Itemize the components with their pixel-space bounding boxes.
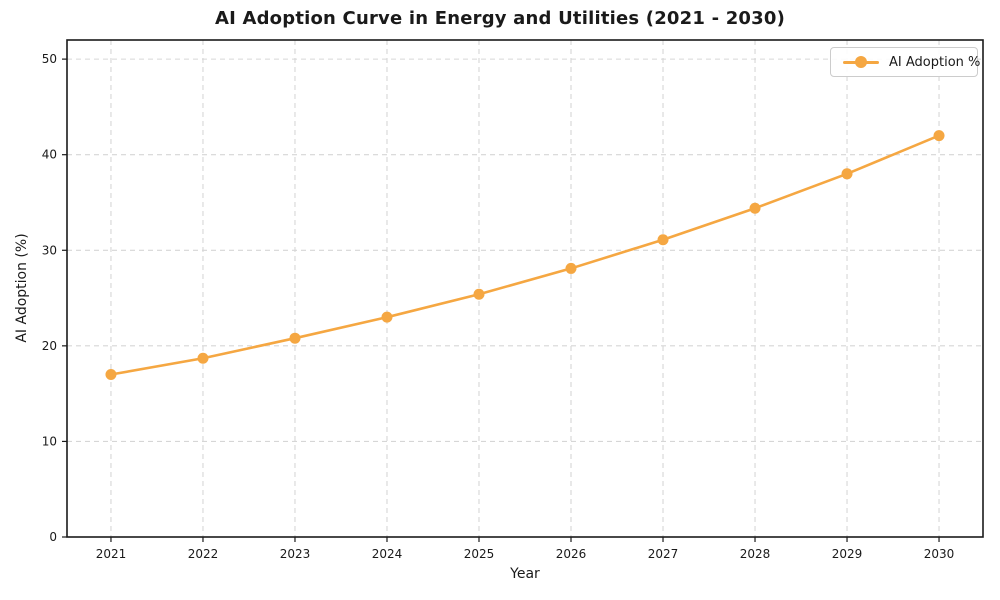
x-tick-label: 2023 [280,547,311,561]
y-tick-label: 40 [42,148,57,162]
y-axis-label: AI Adoption (%) [14,233,30,343]
series-line [109,134,941,376]
data-point [841,168,853,180]
x-tick-label: 2027 [648,547,679,561]
x-tick-label: 2030 [924,547,955,561]
legend-line-marker-icon [843,55,879,69]
data-point [105,369,117,381]
y-tick-label: 30 [42,243,57,257]
x-tick-label: 2021 [96,547,127,561]
x-tick-label: 2029 [832,547,863,561]
y-tick-label: 0 [49,530,57,544]
data-point [289,332,301,344]
chart-title: AI Adoption Curve in Energy and Utilitie… [214,8,786,29]
data-point [565,262,577,274]
x-axis-label: Year [510,566,540,582]
plot-frame [66,39,984,538]
y-tick-label: 20 [42,339,57,353]
x-tick-label: 2022 [188,547,219,561]
data-point [381,311,393,323]
data-point [933,130,945,142]
data-point [197,352,209,364]
y-tick-label: 50 [42,52,57,66]
x-tick-label: 2026 [556,547,587,561]
data-point [473,288,485,300]
data-point [749,202,761,214]
legend-label: AI Adoption % [889,54,981,70]
x-tick-label: 2024 [372,547,403,561]
legend-box: AI Adoption % [830,47,981,77]
y-tick-label: 10 [42,434,57,448]
legend-marker-dot [855,56,867,68]
x-tick-label: 2028 [740,547,771,561]
x-tick-label: 2025 [464,547,495,561]
data-point [657,234,669,246]
